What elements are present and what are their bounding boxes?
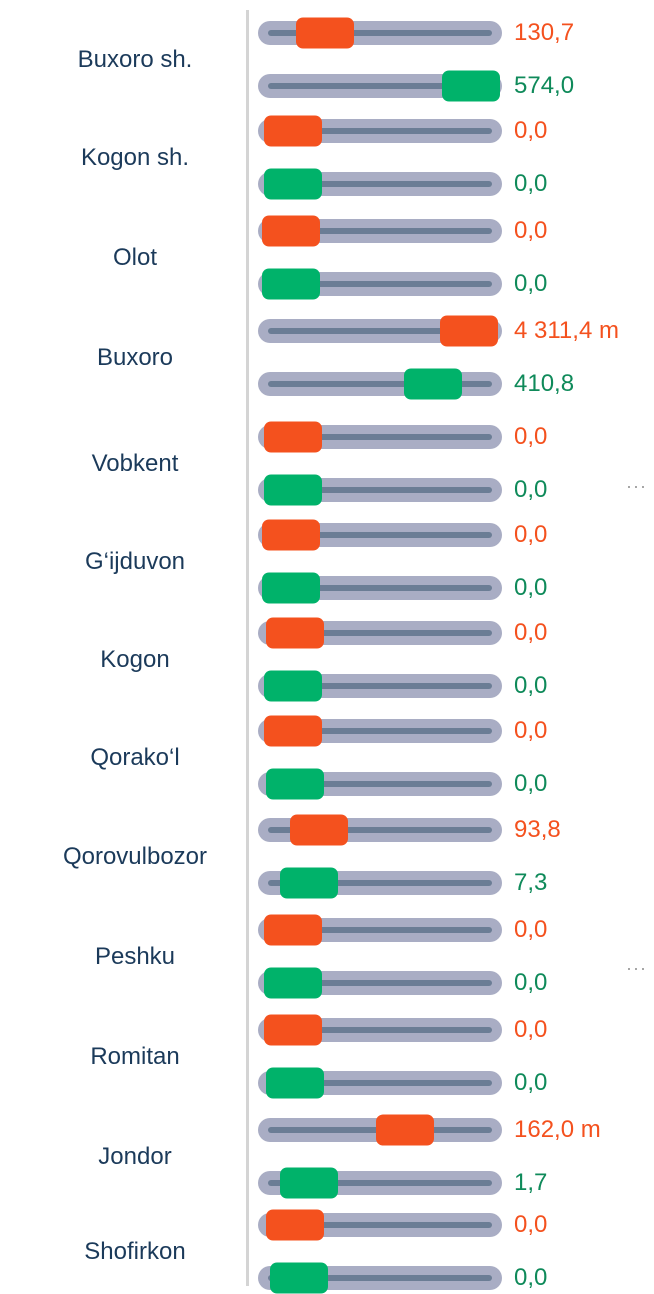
district-label: G‘ijduvon	[84, 547, 186, 575]
slider-knob	[266, 1067, 324, 1099]
value-label: 0,0	[514, 672, 548, 699]
slider-knob	[264, 670, 322, 702]
district-label: Qorako‘l	[90, 743, 180, 771]
district-label: Romitan	[90, 1042, 180, 1070]
district-label: Qorovulbozor	[62, 842, 208, 870]
value-label: 0,0	[514, 423, 548, 450]
district-label: Olot	[112, 243, 157, 271]
value-label: 0,0	[514, 1264, 548, 1291]
slider-knob	[264, 914, 322, 946]
slider-knob	[266, 768, 324, 800]
slider-knob	[262, 572, 320, 604]
district-label: Shofirkon	[84, 1237, 186, 1265]
slider-track	[258, 372, 502, 396]
value-label: 0,0	[514, 476, 548, 503]
value-label: 0,0	[514, 117, 548, 144]
value-label: 0,0	[514, 217, 548, 244]
district-label: Buxoro sh.	[77, 45, 193, 73]
slider-knob	[264, 115, 322, 147]
slider-knob	[404, 368, 462, 400]
value-label: 0,0	[514, 1211, 548, 1238]
ellipsis: ···	[626, 958, 647, 978]
slider-knob	[264, 168, 322, 200]
value-label: 93,8	[514, 816, 561, 843]
ellipsis: ···	[626, 476, 647, 496]
district-label: Buxoro	[96, 343, 174, 371]
slider-knob	[270, 1262, 328, 1294]
slider-knob	[264, 1014, 322, 1046]
district-label: Peshku	[94, 942, 176, 970]
value-label: 0,0	[514, 521, 548, 548]
slider-knob	[266, 617, 324, 649]
slider-knob	[440, 315, 498, 347]
value-label: 0,0	[514, 619, 548, 646]
slider-knob	[280, 1167, 338, 1199]
value-label: 0,0	[514, 574, 548, 601]
district-label: Jondor	[98, 1142, 172, 1170]
slider-knob	[262, 215, 320, 247]
value-label: 0,0	[514, 916, 548, 943]
slider-knob	[264, 474, 322, 506]
slider-knob	[264, 715, 322, 747]
value-label: 0,0	[514, 270, 548, 297]
value-label: 0,0	[514, 969, 548, 996]
value-label: 4 311,4 m	[514, 317, 619, 344]
slider-knob	[290, 814, 348, 846]
slider-knob	[376, 1114, 434, 1146]
slider-knob	[264, 967, 322, 999]
slider-knob	[262, 268, 320, 300]
slider-knob	[262, 519, 320, 551]
district-label: Kogon sh.	[80, 143, 190, 171]
district-label: Kogon	[100, 645, 170, 673]
slider-track	[258, 21, 502, 45]
value-label: 162,0 m	[514, 1116, 601, 1143]
value-label: 410,8	[514, 370, 575, 397]
value-label: 1,7	[514, 1169, 548, 1196]
value-label: 7,3	[514, 869, 548, 896]
value-label: 0,0	[514, 170, 548, 197]
value-label: 574,0	[514, 72, 575, 99]
value-label: 130,7	[514, 19, 575, 46]
slider-knob	[442, 70, 500, 102]
slider-knob	[264, 421, 322, 453]
value-label: 0,0	[514, 770, 548, 797]
slider-knob	[266, 1209, 324, 1241]
value-label: 0,0	[514, 1016, 548, 1043]
value-label: 0,0	[514, 717, 548, 744]
value-label: 0,0	[514, 1069, 548, 1096]
divider	[246, 10, 249, 1286]
district-label: Vobkent	[91, 449, 179, 477]
slider-knob	[296, 17, 354, 49]
slider-knob	[280, 867, 338, 899]
